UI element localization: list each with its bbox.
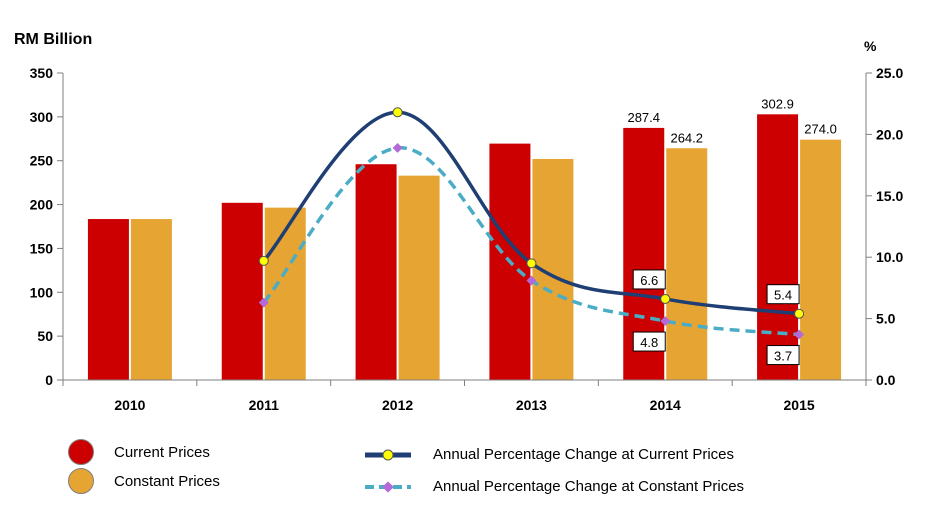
y-right-tick-label: 25.0 — [876, 65, 903, 81]
y-right-tick-label: 5.0 — [876, 311, 896, 327]
chart: RM Billion % 0 50 100 150 200 250 300 350 0.0 5.0… — [14, 31, 904, 413]
point-marker-pct-current — [526, 258, 537, 269]
solid-line-marker-icon — [365, 449, 411, 460]
point-marker-pct-constant — [526, 275, 537, 286]
bar-current-2012 — [355, 164, 397, 380]
bars — [87, 114, 842, 381]
y-left-tick-label: 200 — [30, 197, 54, 213]
bar-constant-2014 — [666, 148, 708, 380]
point-marker-pct-constant — [258, 297, 269, 308]
y-left-tick-label: 100 — [30, 284, 54, 300]
point-marker-pct-current — [392, 107, 403, 118]
y-left-tick-label: 350 — [30, 65, 54, 81]
line-value-label: 4.8 — [640, 335, 658, 350]
y-left-tick-label: 0 — [45, 372, 53, 388]
legend-label-constant-prices: Constant Prices — [114, 472, 220, 490]
bar-current-2010 — [87, 219, 129, 380]
y-left-tick-label: 50 — [37, 328, 53, 344]
line-value-box — [766, 284, 800, 305]
bar-value-label: 302.9 — [761, 96, 794, 111]
x-tick-label: 2013 — [516, 397, 547, 413]
bar-constant-2015 — [800, 139, 842, 380]
bar-constant-2012 — [398, 175, 440, 380]
y-left-unit: RM Billion — [14, 31, 92, 48]
data-labels: 287.4 264.2 302.9 274.0 6.6 5.4 4.8 3.7 — [627, 96, 837, 366]
line-value-box — [632, 269, 666, 290]
line-value-label: 6.6 — [640, 273, 658, 288]
line-value-label: 5.4 — [774, 288, 792, 303]
x-tick-label: 2011 — [249, 397, 280, 413]
line-pct-constant — [262, 146, 800, 337]
y-right-tick-label: 0.0 — [876, 372, 896, 388]
line-value-label: 3.7 — [774, 349, 792, 364]
bar-constant-2010 — [130, 219, 172, 380]
lines — [258, 107, 805, 340]
legend-label-pct-constant: Annual Percentage Change at Constant Pri… — [433, 478, 745, 495]
y-left-tick-label: 250 — [30, 153, 54, 169]
y-right-tick-label: 15.0 — [876, 188, 903, 204]
point-marker-pct-current — [258, 255, 269, 266]
x-tick-label: 2012 — [382, 397, 413, 413]
legend-constant-prices: Constant Prices — [68, 468, 220, 494]
legend-pct-current: Annual Percentage Change at Current Pric… — [365, 446, 734, 463]
y-right-tick-label: 20.0 — [876, 126, 903, 142]
dashed-line-marker-icon — [365, 480, 411, 493]
red-circle-icon — [68, 439, 94, 465]
bar-value-label: 287.4 — [627, 110, 660, 125]
y-left-tick-label: 300 — [30, 109, 54, 125]
point-marker-pct-constant — [794, 329, 805, 340]
y-left-tick-label: 150 — [30, 240, 54, 256]
x-tick-label: 2010 — [114, 397, 145, 413]
x-tick-label: 2014 — [650, 397, 681, 413]
legend-pct-constant: Annual Percentage Change at Constant Pri… — [365, 478, 744, 495]
axes: 0 50 100 150 200 250 300 350 0.0 5.0 10.0 15.0 20.0 2… — [30, 65, 904, 413]
point-marker-pct-current — [660, 293, 671, 304]
line-pct-current — [262, 110, 800, 316]
legend-label-current-prices: Current Prices — [114, 443, 210, 461]
legend-current-prices: Current Prices — [68, 439, 210, 465]
point-marker-pct-constant — [660, 316, 671, 327]
bar-value-label: 274.0 — [804, 122, 837, 137]
line-value-box — [766, 345, 800, 366]
line-value-box — [632, 331, 666, 352]
bar-value-label: 264.2 — [670, 130, 703, 145]
bar-current-2015 — [757, 114, 799, 381]
bar-constant-2011 — [264, 207, 306, 380]
x-tick-label: 2015 — [784, 397, 815, 413]
orange-circle-icon — [68, 468, 94, 494]
point-marker-pct-current — [794, 308, 805, 319]
y-right-tick-label: 10.0 — [876, 249, 903, 265]
y-right-unit: % — [864, 38, 877, 54]
legend-label-pct-current: Annual Percentage Change at Current Pric… — [433, 446, 735, 463]
bar-current-2011 — [221, 202, 263, 380]
point-marker-pct-constant — [392, 142, 403, 153]
